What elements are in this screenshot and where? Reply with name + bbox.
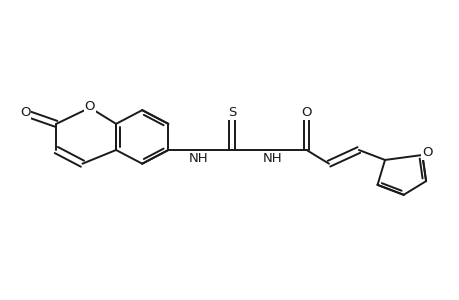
Text: O: O (421, 146, 431, 159)
Text: NH: NH (188, 152, 207, 165)
Text: S: S (227, 106, 235, 119)
Text: O: O (84, 100, 95, 113)
Text: NH: NH (263, 152, 282, 165)
Text: O: O (20, 106, 30, 119)
Text: O: O (301, 106, 311, 119)
